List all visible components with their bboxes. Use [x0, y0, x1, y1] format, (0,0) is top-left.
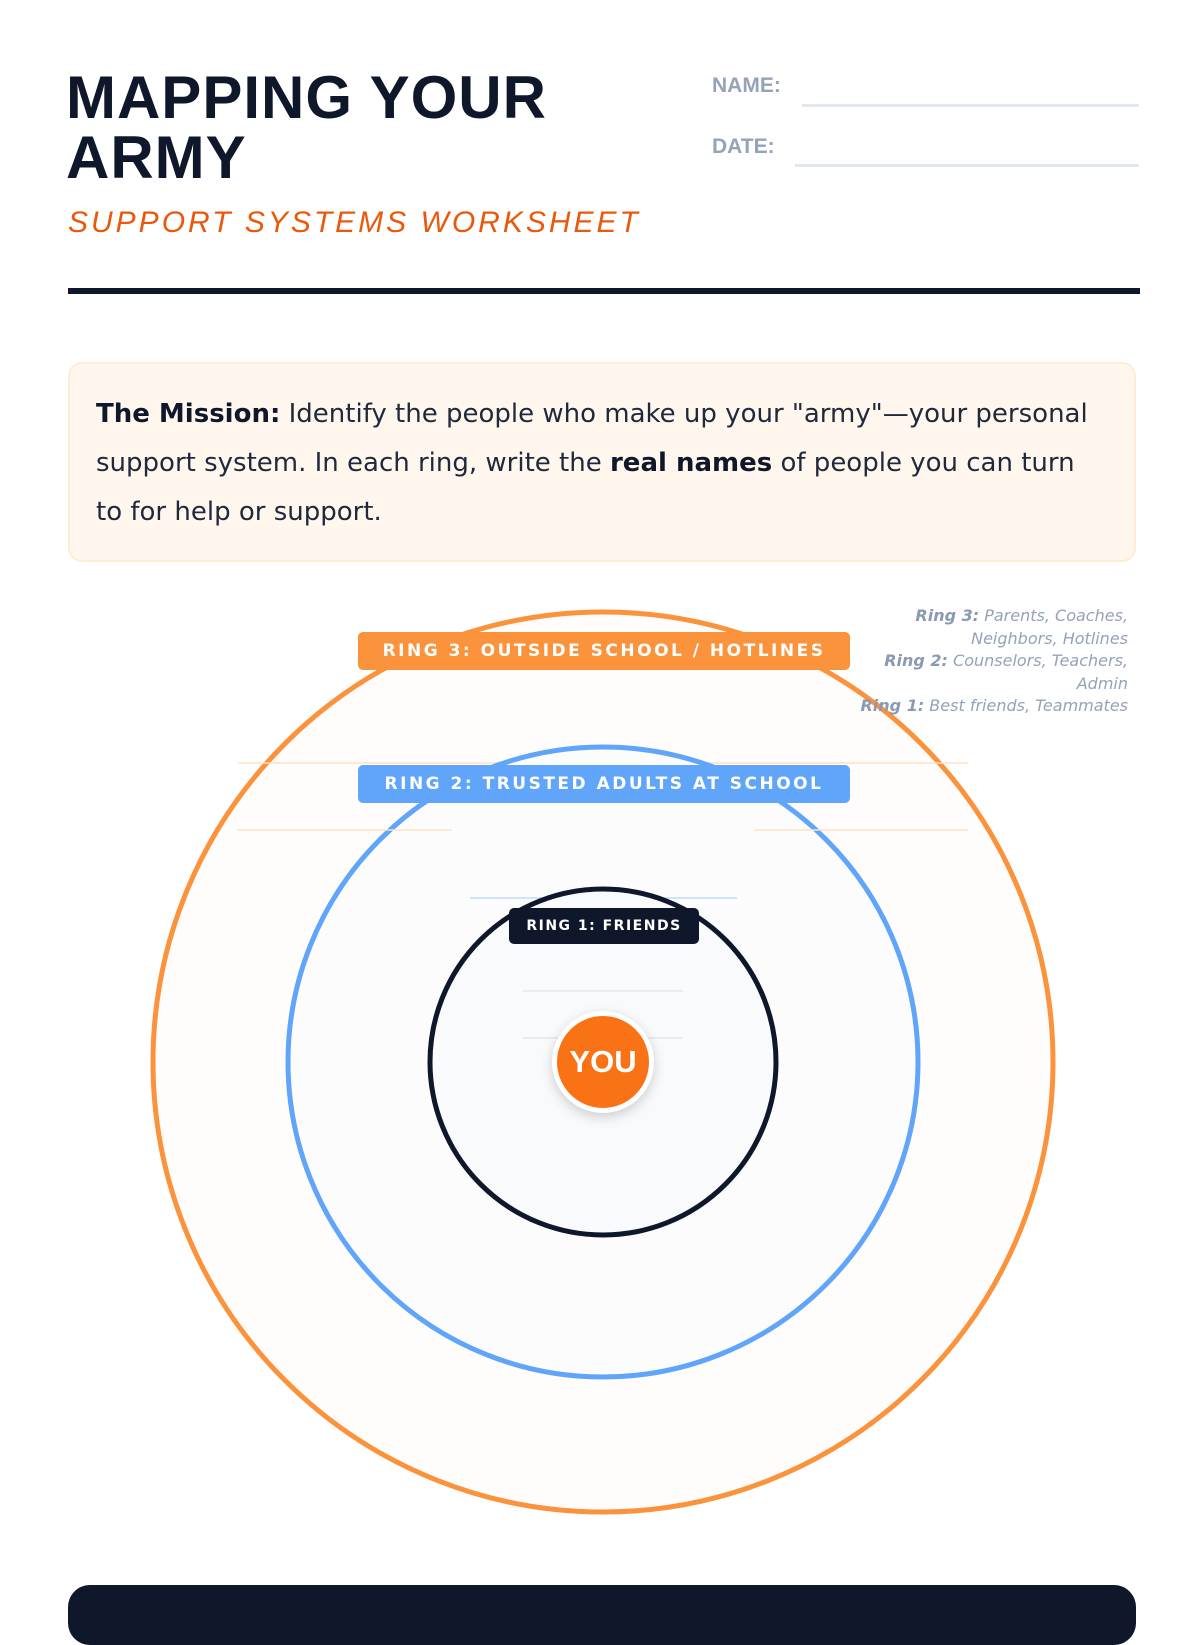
legend-text: Counselors, Teachers, — [947, 651, 1128, 670]
name-field[interactable] — [802, 104, 1139, 107]
title-line-2: ARMY — [66, 124, 247, 191]
name-label: NAME: — [712, 74, 781, 97]
header-divider — [68, 288, 1140, 294]
legend-item-ring-2: Ring 2: Counselors, Teachers, Admin — [860, 650, 1128, 695]
legend-text: Parents, Coaches, — [979, 606, 1128, 625]
page-title: MAPPING YOUR ARMY — [66, 68, 666, 188]
mission-text: Identify the people who make up your "ar… — [96, 399, 1088, 478]
legend-text: Best friends, Teammates — [924, 696, 1128, 715]
legend-key: Ring 1: — [860, 696, 925, 715]
legend-item-ring-3: Ring 3: Parents, Coaches, Neighbors, Hotl… — [860, 605, 1128, 650]
legend-text: Admin — [1076, 673, 1128, 693]
rings-diagram — [150, 609, 1056, 1515]
legend-key: Ring 3: — [915, 606, 980, 625]
footer-panel — [68, 1585, 1136, 1645]
ring-legend: Ring 3: Parents, Coaches, Neighbors, Hotl… — [860, 605, 1128, 718]
ring-1-label: RING 1: FRIENDS — [509, 908, 699, 944]
ring-3-label: RING 3: OUTSIDE SCHOOL / HOTLINES — [358, 632, 850, 670]
date-label: DATE: — [712, 135, 775, 158]
ring-2-label: RING 2: TRUSTED ADULTS AT SCHOOL — [358, 765, 850, 803]
center-you-badge: YOU — [552, 1011, 654, 1113]
title-line-1: MAPPING YOUR — [66, 64, 547, 131]
mission-box: The Mission: Identify the people who mak… — [68, 362, 1136, 562]
legend-text: Neighbors, Hotlines — [971, 628, 1128, 648]
mission-emphasis: real names — [609, 448, 773, 478]
mission-lead: The Mission: — [96, 399, 281, 429]
mission-text-end: of people you can turn to for help or su… — [96, 448, 1075, 527]
legend-key: Ring 2: — [884, 651, 948, 670]
legend-item-ring-1: Ring 1: Best friends, Teammates — [860, 695, 1128, 718]
date-field[interactable] — [795, 164, 1139, 167]
page-subtitle: SUPPORT SYSTEMS WORKSHEET — [68, 206, 641, 239]
